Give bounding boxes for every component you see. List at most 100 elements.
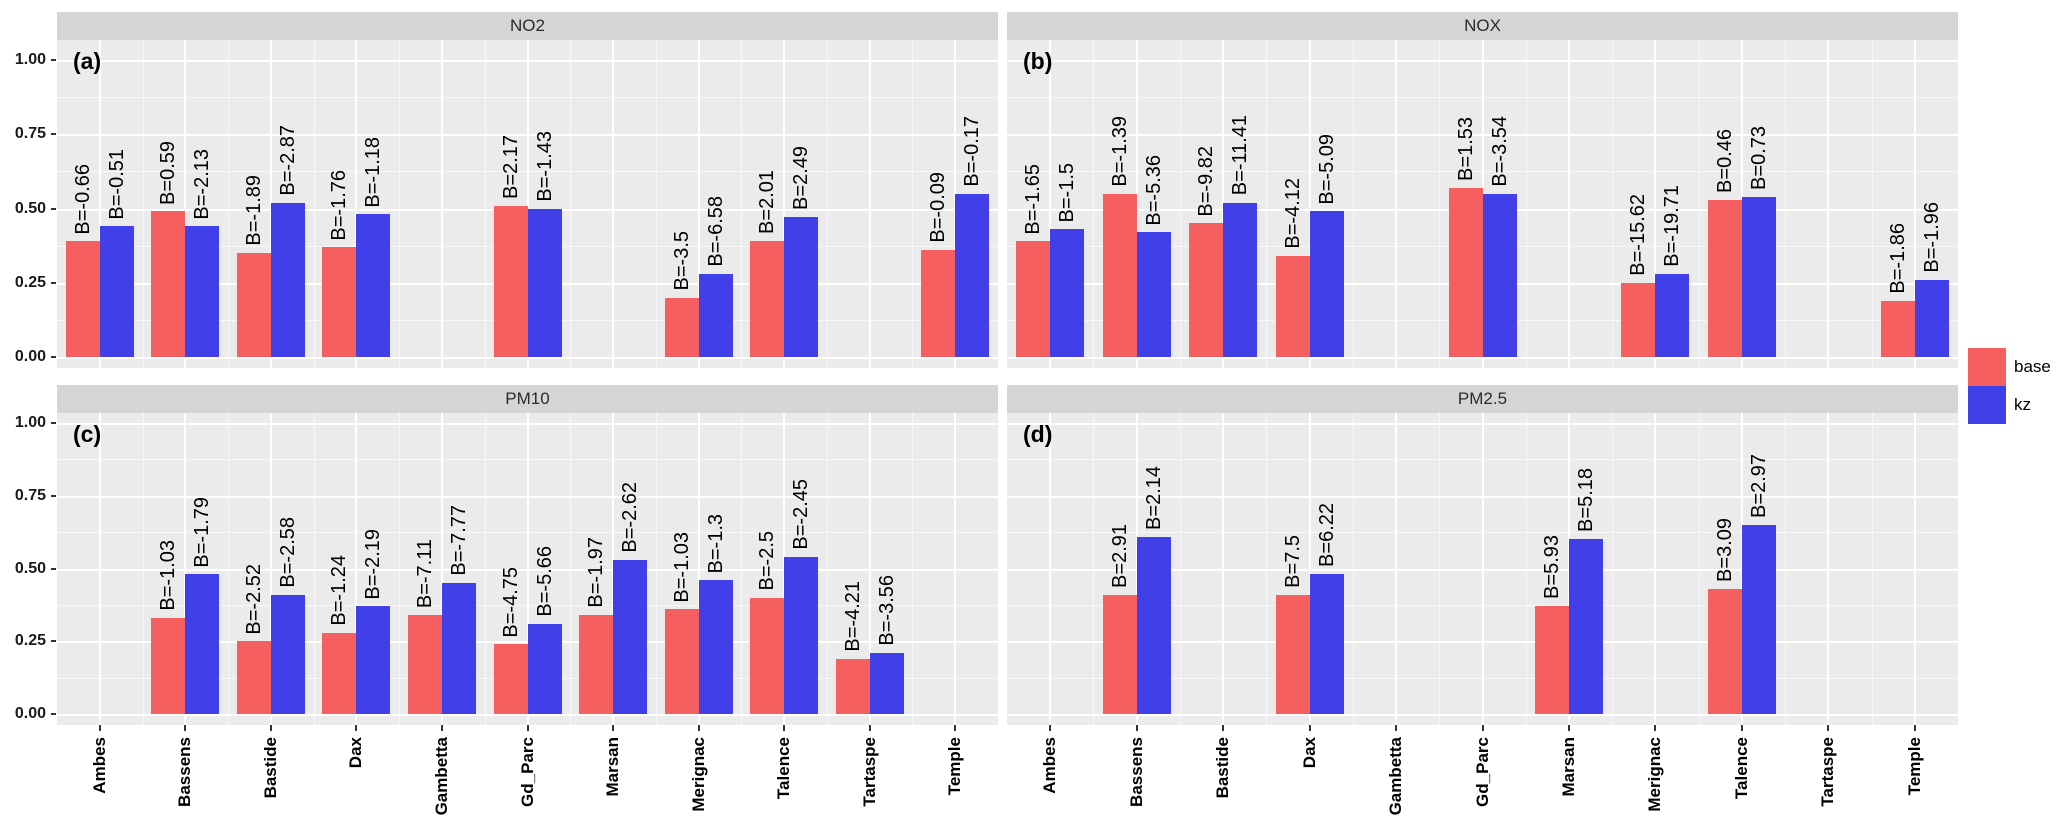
bar-base (1534, 606, 1569, 714)
gridline (399, 40, 401, 368)
x-tick (98, 725, 101, 731)
bar-label: B=-4.21 (841, 581, 864, 652)
x-tick (1567, 725, 1570, 731)
bar-kz (1568, 539, 1603, 714)
x-tick-label: Talence (1731, 737, 1751, 800)
gridline (142, 40, 144, 368)
bar-base (664, 297, 699, 357)
bar-kz (99, 226, 134, 357)
x-tick-label: Gd_Parc (517, 737, 537, 807)
bar-base (1448, 187, 1483, 357)
bar-base (921, 250, 956, 357)
bar-label: B=2.01 (756, 170, 779, 235)
bar-kz (955, 193, 990, 357)
gridline (98, 413, 101, 725)
x-tick (184, 725, 187, 731)
y-tick (51, 713, 56, 715)
bar-label: B=-0.09 (927, 172, 950, 244)
y-tick (51, 356, 56, 358)
bar-label: B=-1.39 (1108, 116, 1131, 187)
bar-label: B=-1.03 (670, 531, 693, 603)
bar-base (236, 253, 271, 357)
x-tick (1481, 725, 1484, 731)
bar-base (579, 615, 614, 714)
y-tick-label: 0.75 (14, 125, 46, 143)
bar-label: B=-11.41 (1229, 115, 1252, 196)
gridline (1395, 40, 1398, 368)
bar-label: B=-1.5 (1056, 162, 1079, 223)
gridline (783, 40, 786, 368)
bar-label: B=-1.24 (328, 554, 351, 626)
bar-label: B=2.49 (790, 146, 813, 211)
x-tick-label: Temple (1904, 737, 1924, 796)
x-tick-label: Gd_Parc (1472, 737, 1492, 807)
bar-label: B=-4.75 (499, 566, 522, 638)
bar-kz (356, 214, 391, 357)
x-tick (697, 725, 700, 731)
bar-base (407, 615, 442, 714)
facet-strip: NO2 (57, 12, 998, 40)
bar-base (65, 241, 100, 357)
gridline (142, 413, 144, 725)
panel-pm10: B=-1.03 B=-2.52 B=-1.24 B=-7.11 B=-4.75 B=-1.… (57, 413, 998, 725)
gridline (1698, 40, 1700, 368)
bar-base (493, 644, 528, 714)
x-tick-label: Bastide (260, 737, 280, 799)
gridline (1654, 40, 1657, 368)
gridline (399, 413, 401, 725)
bar-kz (527, 208, 562, 357)
bar-label: B=-1.3 (704, 513, 727, 574)
x-tick (1913, 725, 1916, 731)
bar-label: B=-1.97 (585, 537, 608, 609)
bar-label: B=2.91 (1108, 523, 1131, 588)
bar-label: B=-2.62 (619, 482, 642, 553)
gridline (1525, 413, 1527, 725)
bar-label: B=5.18 (1574, 468, 1597, 533)
bar-kz (613, 559, 648, 714)
bar-kz (1136, 232, 1171, 357)
gridline (1049, 40, 1052, 368)
x-tick (355, 725, 358, 731)
bar-base (664, 609, 699, 714)
gridline (1439, 413, 1441, 725)
gridline (868, 40, 871, 368)
bar-label: B=-0.17 (961, 116, 984, 187)
bar-label: B=-1.79 (191, 496, 214, 568)
bar-label: B=7.5 (1281, 534, 1304, 588)
gridline (954, 413, 957, 725)
bar-label: B=-6.58 (704, 196, 727, 267)
gridline (697, 413, 700, 725)
gridline (1567, 40, 1570, 368)
bar-label: B=-1.96 (1920, 202, 1943, 273)
x-tick-label: Merignac (1645, 737, 1665, 812)
bar-label: B=-2.13 (191, 148, 214, 220)
x-tick-label: Bassens (175, 737, 195, 807)
x-tick (1654, 725, 1657, 731)
panel-nox: B=-1.65 B=-1.39 B=-9.82 B=-4.12 B=1.53 B=-15.… (1007, 40, 1958, 368)
y-tick (51, 567, 56, 570)
bar-label: B=-2.87 (276, 124, 299, 196)
bar-kz (1309, 574, 1344, 714)
bar-kz (1914, 279, 1949, 357)
gridline (440, 413, 443, 725)
gridline (1352, 40, 1354, 368)
bar-label: B=2.14 (1142, 465, 1165, 530)
bar-label: B=-1.43 (533, 130, 556, 202)
gridline (1308, 413, 1311, 725)
gridline (912, 413, 914, 725)
bar-base (151, 617, 186, 714)
bar-kz (270, 202, 305, 357)
x-tick-label: Marsan (1558, 737, 1578, 797)
bar-label: B=-2.52 (242, 563, 265, 635)
gridline (741, 40, 743, 368)
gridline (612, 40, 615, 368)
bar-label: B=0.73 (1747, 125, 1770, 190)
bar-label: B=-1.65 (1022, 163, 1045, 235)
bar-label: B=-2.19 (362, 528, 385, 600)
gridline (1049, 413, 1052, 725)
gridline (355, 413, 358, 725)
bar-kz (1136, 536, 1171, 714)
gridline (313, 40, 315, 368)
gridline (655, 413, 657, 725)
gridline (1093, 40, 1095, 368)
